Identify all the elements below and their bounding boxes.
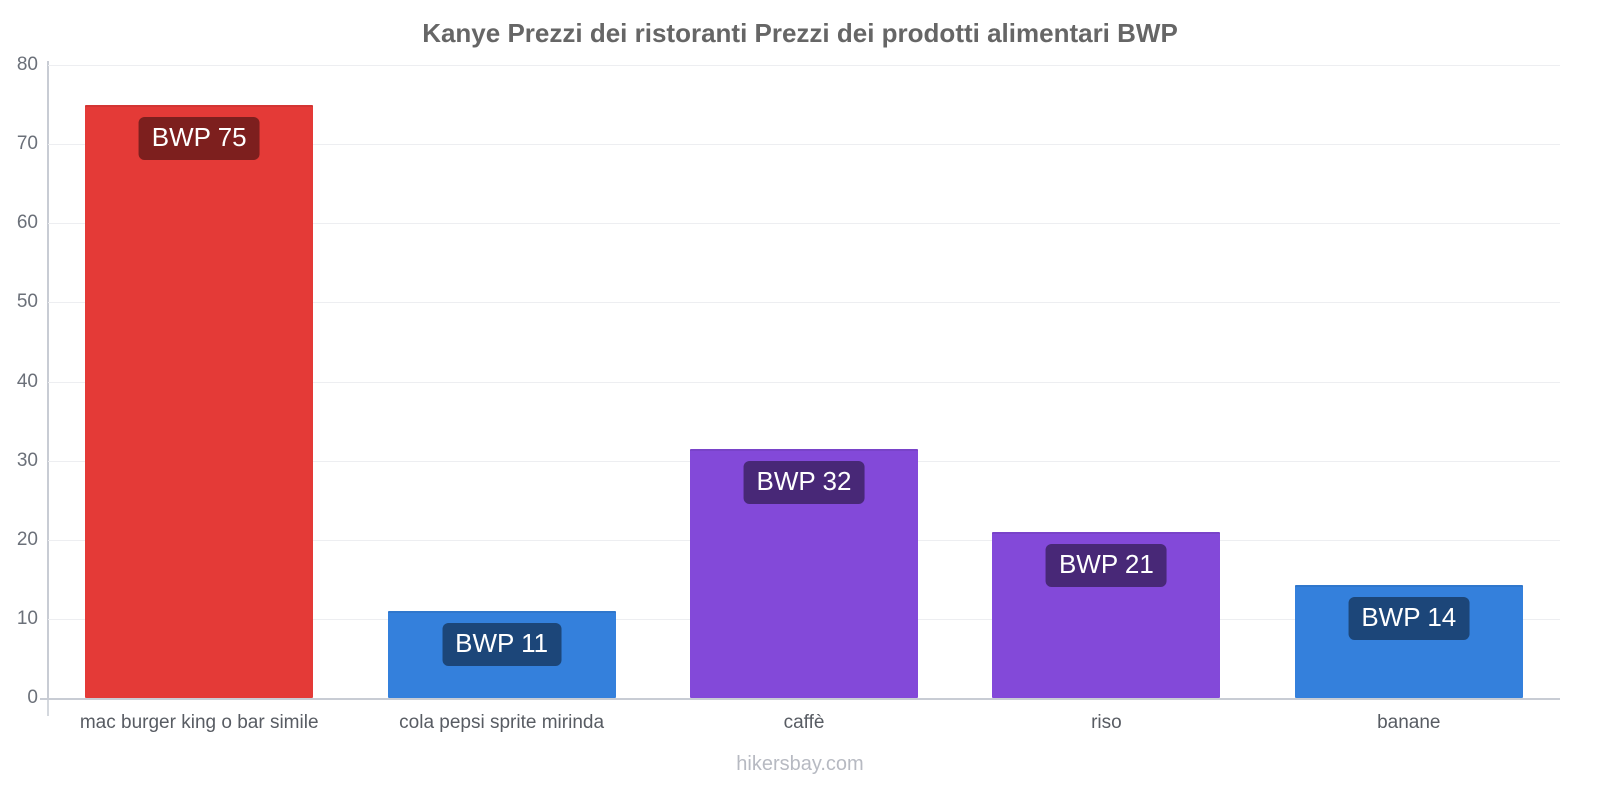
bar[interactable]	[85, 104, 314, 698]
chart-title: Kanye Prezzi dei ristoranti Prezzi dei p…	[422, 18, 1178, 48]
bar[interactable]	[992, 531, 1221, 698]
x-axis-category-label: cola pepsi sprite mirinda	[399, 712, 605, 733]
y-axis-tick-label: 0	[27, 687, 38, 708]
bar-value-label: BWP 14	[1348, 596, 1470, 641]
x-axis-category-label: banane	[1377, 712, 1441, 733]
bar-top-edge	[992, 531, 1221, 534]
x-axis-baseline	[40, 698, 1560, 700]
y-axis-tick-label: 70	[16, 133, 38, 155]
bar-top-edge	[690, 448, 918, 451]
gridline	[48, 65, 1560, 66]
x-axis-labels: mac burger king o bar simile cola pepsi s…	[48, 712, 1560, 742]
gridline	[48, 302, 1560, 304]
bar-top-edge	[1294, 584, 1523, 587]
y-axis-tick-label: 30	[16, 449, 38, 471]
bar[interactable]	[1294, 584, 1523, 698]
bar-value-label: BWP 32	[743, 460, 865, 505]
y-axis-tick-label: 40	[16, 370, 38, 392]
bar-value-label: BWP 21	[1045, 543, 1167, 588]
bar-top-edge	[85, 104, 314, 107]
y-axis-stub	[47, 700, 49, 716]
y-axis-tick-label: 20	[16, 528, 38, 550]
x-axis-category-label: riso	[1091, 712, 1122, 733]
bar-value-label: BWP 75	[138, 116, 260, 160]
gridline	[48, 223, 1560, 225]
y-axis-tick-label: 10	[16, 607, 38, 629]
bar-series: BWP 75 BWP 11 BWP 32 BWP 21 BWP 14	[48, 65, 1560, 698]
bar-value-label: BWP 11	[442, 622, 562, 667]
bar[interactable]	[387, 610, 616, 698]
x-axis-category-label: mac burger king o bar simile	[79, 712, 319, 733]
bar-top-edge	[387, 610, 616, 613]
gridline	[48, 381, 1560, 383]
y-axis-tick-label: 50	[16, 291, 38, 313]
y-axis-tick-label: 80	[16, 54, 38, 75]
gridline	[48, 144, 1560, 146]
x-axis-category-label: caffè	[783, 712, 825, 733]
bar[interactable]	[690, 448, 918, 698]
source-watermark: hikersbay.com	[736, 753, 864, 775]
y-axis-tick-label: 60	[16, 212, 38, 234]
